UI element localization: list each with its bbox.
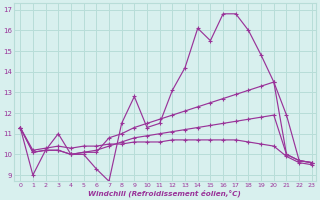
X-axis label: Windchill (Refroidissement éolien,°C): Windchill (Refroidissement éolien,°C) (88, 189, 241, 197)
